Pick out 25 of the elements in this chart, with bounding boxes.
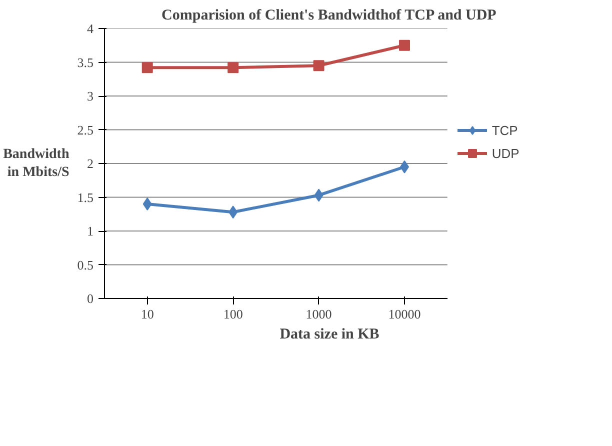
x-tick-label: 10 bbox=[140, 306, 154, 322]
x-tick-label: 100 bbox=[223, 306, 243, 322]
y-tick-label: 0 bbox=[87, 291, 94, 306]
point bbox=[142, 62, 153, 74]
point bbox=[314, 188, 324, 202]
y-tick-label: 4 bbox=[87, 21, 94, 36]
y-tick-label: 1.5 bbox=[77, 190, 94, 205]
x-tick-label: 1000 bbox=[306, 306, 332, 322]
y-tick-label: 2 bbox=[87, 156, 94, 171]
point bbox=[399, 40, 410, 51]
y-tick-label: 0.5 bbox=[77, 257, 94, 272]
x-tick-label: 10000 bbox=[388, 306, 421, 322]
y-tick-label: 2.5 bbox=[77, 122, 94, 138]
y-tick-label: 3.5 bbox=[77, 54, 94, 70]
point bbox=[228, 206, 238, 219]
point bbox=[142, 198, 152, 210]
y-tick-label: 1 bbox=[87, 224, 94, 238]
point bbox=[228, 62, 239, 74]
y-tick-label: 3 bbox=[87, 88, 94, 104]
legend-label: TCP bbox=[492, 122, 518, 138]
legend-label: UDP bbox=[492, 146, 520, 160]
point bbox=[313, 60, 324, 72]
chart-title: Comparision of Client's Bandwidthof TCP and UDP bbox=[162, 8, 496, 24]
x-axis-title: Data size in KB bbox=[280, 326, 380, 342]
y-axis-title: Bandwidth in Mbits/S bbox=[3, 147, 70, 180]
